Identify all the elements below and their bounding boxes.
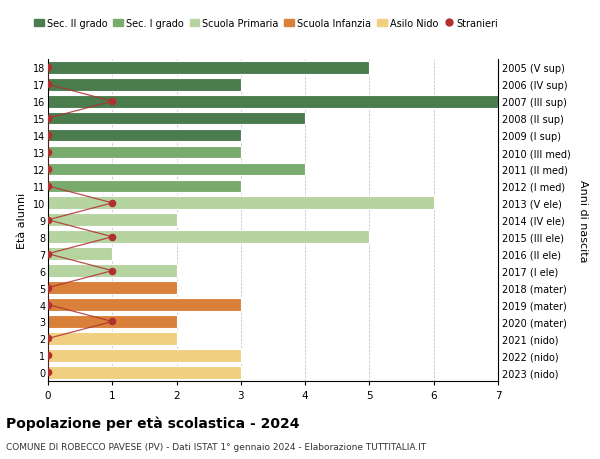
Bar [48, 112, 305, 125]
Bar [48, 129, 241, 142]
Bar [48, 366, 241, 379]
Bar [48, 349, 241, 362]
Bar [48, 248, 112, 260]
Bar [48, 146, 241, 159]
Bar [48, 214, 176, 227]
Bar [48, 163, 305, 176]
Bar [48, 265, 176, 277]
Bar [48, 197, 434, 210]
Bar [48, 231, 370, 244]
Text: COMUNE DI ROBECCO PAVESE (PV) - Dati ISTAT 1° gennaio 2024 - Elaborazione TUTTIT: COMUNE DI ROBECCO PAVESE (PV) - Dati IST… [6, 442, 426, 451]
Y-axis label: Anni di nascita: Anni di nascita [578, 179, 587, 262]
Bar [48, 332, 176, 345]
Text: Popolazione per età scolastica - 2024: Popolazione per età scolastica - 2024 [6, 415, 299, 430]
Bar [48, 62, 370, 74]
Legend: Sec. II grado, Sec. I grado, Scuola Primaria, Scuola Infanzia, Asilo Nido, Stran: Sec. II grado, Sec. I grado, Scuola Prim… [31, 15, 502, 33]
Bar [48, 282, 176, 294]
Bar [48, 180, 241, 193]
Y-axis label: Età alunni: Età alunni [17, 192, 27, 248]
Bar [48, 95, 498, 108]
Bar [48, 298, 241, 311]
Bar [48, 315, 176, 328]
Bar [48, 78, 241, 91]
